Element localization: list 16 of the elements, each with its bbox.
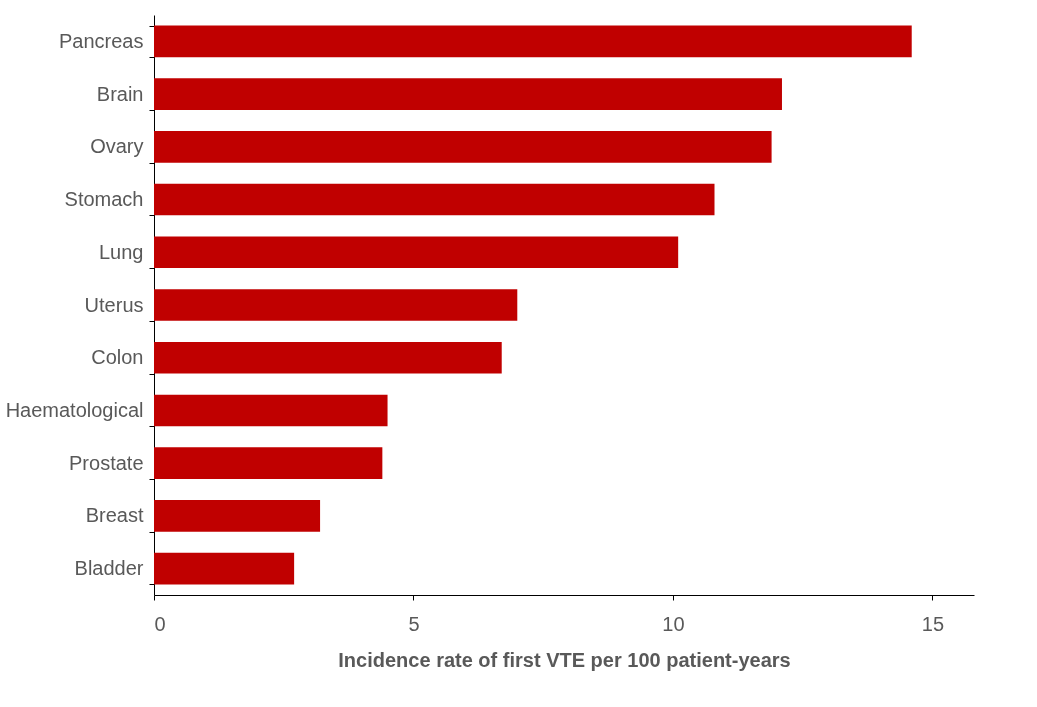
y-tick-label: Stomach [64, 188, 144, 211]
y-tick-label: Brain [96, 82, 144, 105]
x-tick-label: 15 [921, 612, 945, 635]
y-tick-label: Colon [91, 346, 144, 369]
y-tick-label: Prostate [69, 451, 144, 474]
x-tick-label: 5 [408, 612, 420, 635]
y-tick-label: Ovary [90, 135, 144, 158]
y-tick-label: Haematological [5, 398, 144, 421]
y-tick-label: Bladder [74, 557, 144, 580]
y-tick-label: Lung [99, 240, 144, 263]
x-axis-title: Incidence rate of first VTE per 100 patient-years [338, 648, 791, 671]
x-tick-label: 10 [662, 612, 685, 635]
y-tick-label: Uterus [84, 293, 144, 316]
y-tick-label: Breast [85, 504, 144, 527]
y-tick-label: Pancreas [59, 29, 144, 52]
x-tick-label: 0 [154, 612, 166, 635]
